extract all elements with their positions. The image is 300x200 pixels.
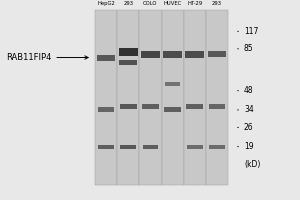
FancyBboxPatch shape — [161, 10, 184, 185]
FancyBboxPatch shape — [119, 60, 137, 65]
Text: 26: 26 — [244, 123, 254, 132]
FancyBboxPatch shape — [98, 107, 114, 112]
FancyBboxPatch shape — [163, 51, 182, 58]
FancyBboxPatch shape — [184, 10, 206, 185]
FancyBboxPatch shape — [208, 51, 226, 57]
FancyBboxPatch shape — [117, 10, 139, 185]
Text: 34: 34 — [244, 105, 254, 114]
Text: 85: 85 — [244, 44, 254, 53]
Text: COLO: COLO — [143, 1, 158, 6]
FancyBboxPatch shape — [95, 10, 117, 185]
FancyBboxPatch shape — [187, 145, 203, 149]
FancyBboxPatch shape — [97, 55, 115, 61]
Text: HepG2: HepG2 — [97, 1, 115, 6]
FancyBboxPatch shape — [141, 51, 160, 58]
FancyBboxPatch shape — [206, 10, 228, 185]
FancyBboxPatch shape — [164, 107, 181, 112]
FancyBboxPatch shape — [143, 145, 158, 149]
FancyBboxPatch shape — [185, 51, 204, 58]
FancyBboxPatch shape — [142, 104, 159, 109]
FancyBboxPatch shape — [208, 104, 225, 109]
Text: HT-29: HT-29 — [187, 1, 202, 6]
Text: 293: 293 — [123, 1, 133, 6]
FancyBboxPatch shape — [139, 10, 161, 185]
Text: HUVEC: HUVEC — [164, 1, 182, 6]
FancyBboxPatch shape — [121, 145, 136, 149]
FancyBboxPatch shape — [165, 82, 180, 86]
FancyBboxPatch shape — [120, 104, 136, 109]
FancyBboxPatch shape — [209, 145, 225, 149]
FancyBboxPatch shape — [98, 145, 114, 149]
Text: 19: 19 — [244, 142, 254, 151]
FancyBboxPatch shape — [119, 48, 138, 56]
Text: 117: 117 — [244, 27, 258, 36]
Text: 293: 293 — [212, 1, 222, 6]
FancyBboxPatch shape — [186, 104, 203, 109]
Text: (kD): (kD) — [244, 160, 260, 169]
Text: RAB11FIP4: RAB11FIP4 — [6, 53, 88, 62]
Text: 48: 48 — [244, 86, 254, 95]
